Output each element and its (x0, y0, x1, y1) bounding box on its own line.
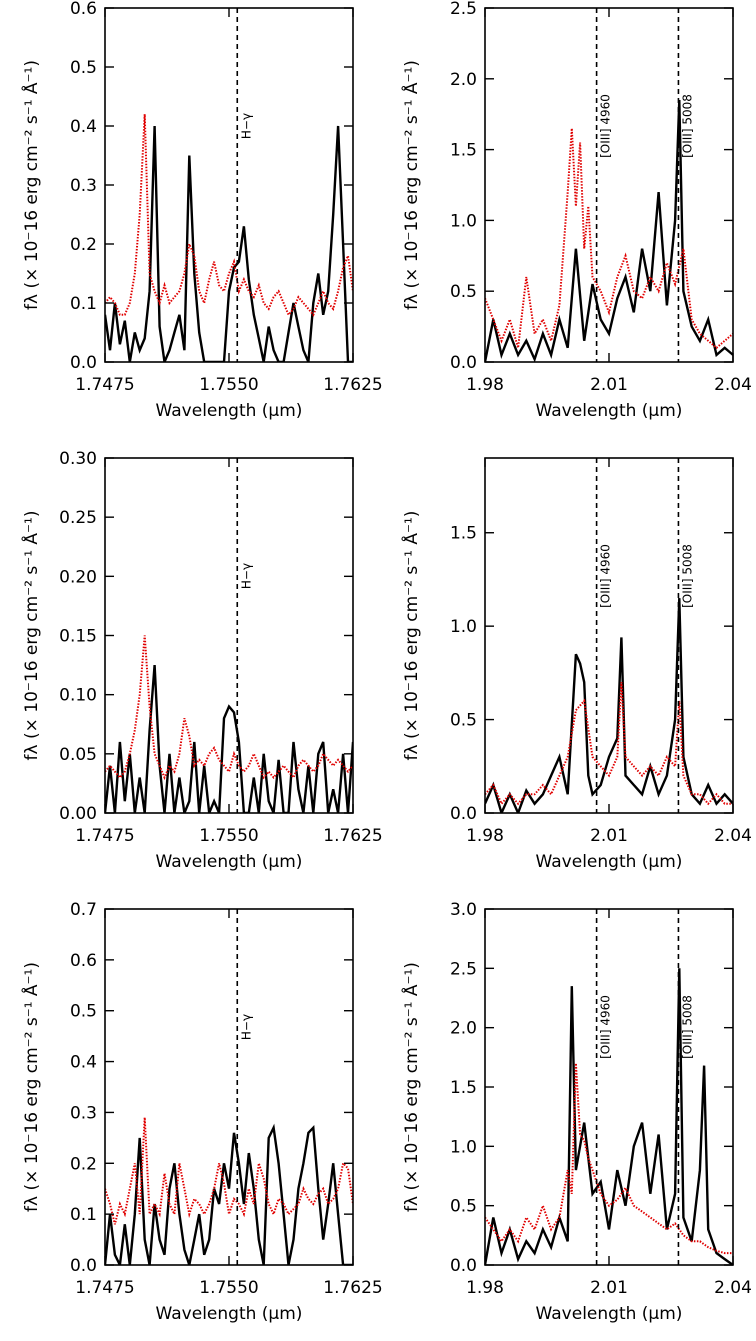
panel-row1-right: [OIII] 4960 [OIII] 5008 0.0 0.5 1.0 1.5 2.0 2.5… (400, 0, 752, 421)
y-tick-label: 0.0 (450, 353, 477, 373)
dotted-red-series-line (105, 635, 353, 781)
y-tick-label: 0.6 (70, 951, 97, 971)
x-axis-label: Wavelength (μm) (156, 1304, 303, 1324)
x-axis-label: Wavelength (μm) (156, 401, 303, 421)
x-tick-label: 2.01 (590, 826, 628, 846)
x-tick-label: 2.01 (590, 375, 628, 395)
panel-row1-left: H−γ 0.0 0.1 0.2 0.3 0.4 0.5 0.6 1.7475 1.7550 1.76… (20, 0, 383, 421)
x-tick-label: 1.98 (466, 375, 504, 395)
y-tick-label: 1.0 (450, 1137, 477, 1157)
x-tick-label: 1.7625 (323, 375, 382, 395)
y-tick-label: 0.5 (450, 1197, 477, 1217)
solid-black-series-line (105, 665, 353, 813)
y-axis-label: fλ (× 10⁻16 erg cm⁻² s⁻¹ Å⁻¹) (20, 511, 42, 761)
y-tick-label: 0.4 (70, 1053, 97, 1073)
y-tick-label: 0.5 (70, 1002, 97, 1022)
y-axis-label: fλ (× 10⁻16 erg cm⁻² s⁻¹ Å⁻¹) (20, 60, 42, 310)
panel-row2-left: H−γ 0.00 0.05 0.10 0.15 0.20 0.25 0.30 1.7475 1.7… (20, 449, 383, 872)
x-tick-label: 2.04 (714, 826, 752, 846)
x-tick-label: 1.7550 (199, 1278, 258, 1298)
x-axis-label: Wavelength (μm) (156, 852, 303, 872)
dotted-red-series-line (105, 114, 353, 317)
y-tick-label: 0.30 (59, 449, 97, 469)
solid-black-series-line (485, 598, 733, 813)
y-tick-label: 0.5 (70, 58, 97, 78)
y-tick-label: 0.1 (70, 294, 97, 314)
y-tick-label: 0.2 (70, 235, 97, 255)
y-axis-label: fλ (× 10⁻16 erg cm⁻² s⁻¹ Å⁻¹) (400, 511, 422, 761)
y-axis-label: fλ (× 10⁻16 erg cm⁻² s⁻¹ Å⁻¹) (20, 962, 42, 1212)
solid-black-series-line (105, 1123, 353, 1265)
y-tick-label: 0.3 (70, 176, 97, 196)
panel-row2-right: [OIII] 4960 [OIII] 5008 0.0 0.5 1.0 1.5 1.98 2.… (400, 457, 752, 872)
annotation-label: H−γ (239, 563, 253, 589)
y-tick-label: 2.5 (450, 0, 477, 19)
panel-row3-left: H−γ 0.0 0.1 0.2 0.3 0.4 0.5 0.6 0.7 1.7475 1.7550 1… (20, 900, 383, 1324)
y-tick-label: 0.7 (70, 900, 97, 920)
dotted-red-series-line (485, 682, 733, 806)
y-tick-label: 1.0 (450, 211, 477, 231)
x-axis-label: Wavelength (μm) (536, 1304, 683, 1324)
y-tick-label: 0.0 (450, 804, 477, 824)
x-tick-label: 1.7475 (75, 375, 134, 395)
x-tick-label: 2.04 (714, 375, 752, 395)
y-tick-label: 0.20 (59, 567, 97, 587)
y-tick-label: 0.10 (59, 686, 97, 706)
x-tick-label: 1.7625 (323, 1278, 382, 1298)
annotation-label: [OIII] 4960 (599, 995, 613, 1059)
y-tick-label: 3.0 (450, 900, 477, 920)
y-tick-label: 0.0 (70, 353, 97, 373)
y-axis-label: fλ (× 10⁻16 erg cm⁻² s⁻¹ Å⁻¹) (400, 962, 422, 1212)
y-tick-label: 0.0 (70, 1256, 97, 1276)
y-tick-label: 1.5 (450, 141, 477, 161)
solid-black-series-line (485, 99, 733, 362)
y-tick-label: 0.05 (59, 745, 97, 765)
annotation-label: [OIII] 4960 (599, 544, 613, 608)
annotation-label: H−γ (239, 1014, 253, 1040)
y-tick-label: 0.5 (450, 711, 477, 731)
y-tick-label: 0.3 (70, 1103, 97, 1123)
annotation-label: H−γ (239, 113, 253, 139)
y-tick-label: 0.0 (450, 1256, 477, 1276)
x-tick-label: 1.7550 (199, 826, 258, 846)
x-tick-label: 1.7475 (75, 826, 134, 846)
annotation-label: [OIII] 5008 (680, 94, 694, 158)
y-tick-label: 2.0 (450, 1019, 477, 1039)
annotation-label: [OIII] 4960 (599, 94, 613, 158)
y-tick-label: 0.2 (70, 1154, 97, 1174)
y-tick-label: 0.1 (70, 1205, 97, 1225)
x-tick-label: 1.98 (466, 826, 504, 846)
panel-row3-right: [OIII] 4960 [OIII] 5008 0.0 0.5 1.0 1.5 2.0 2.5… (400, 900, 752, 1324)
x-axis-label: Wavelength (μm) (536, 401, 683, 421)
y-tick-label: 0.6 (70, 0, 97, 19)
y-tick-label: 2.5 (450, 959, 477, 979)
annotation-label: [OIII] 5008 (680, 544, 694, 608)
solid-black-series-line (485, 968, 733, 1265)
dotted-red-series-line (485, 128, 733, 350)
x-tick-label: 1.7625 (323, 826, 382, 846)
x-tick-label: 1.7550 (199, 375, 258, 395)
y-tick-label: 0.4 (70, 117, 97, 137)
y-tick-label: 2.0 (450, 70, 477, 90)
x-tick-label: 2.01 (590, 1278, 628, 1298)
y-tick-label: 0.5 (450, 282, 477, 302)
plot-frame (484, 7, 734, 363)
x-axis-label: Wavelength (μm) (536, 852, 683, 872)
y-tick-label: 0.25 (59, 508, 97, 528)
y-tick-label: 1.0 (450, 617, 477, 637)
y-tick-label: 1.5 (450, 524, 477, 544)
x-tick-label: 1.98 (466, 1278, 504, 1298)
x-tick-label: 1.7475 (75, 1278, 134, 1298)
annotation-label: [OIII] 5008 (680, 995, 694, 1059)
plot-frame (104, 457, 354, 814)
y-tick-label: 0.15 (59, 627, 97, 647)
dotted-red-series-line (105, 1117, 353, 1225)
solid-black-series-line (105, 125, 353, 362)
y-tick-label: 0.00 (59, 804, 97, 824)
x-tick-label: 2.04 (714, 1278, 752, 1298)
y-tick-label: 1.5 (450, 1078, 477, 1098)
y-axis-label: fλ (× 10⁻16 erg cm⁻² s⁻¹ Å⁻¹) (400, 60, 422, 310)
